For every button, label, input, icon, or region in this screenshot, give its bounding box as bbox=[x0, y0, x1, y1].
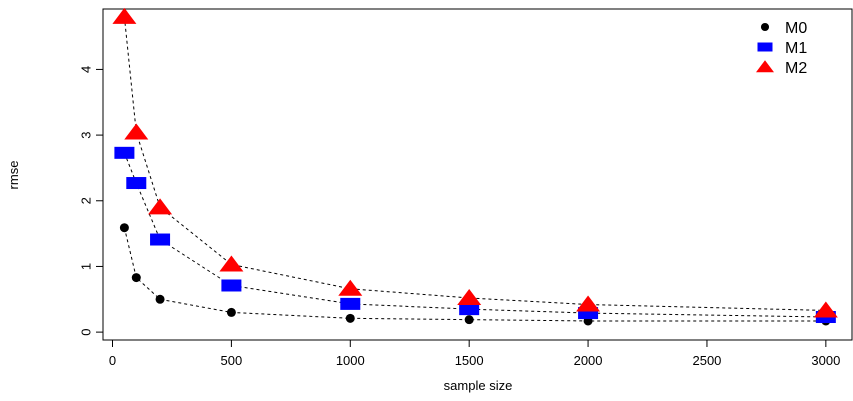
legend-marker-M0 bbox=[760, 22, 770, 32]
x-axis-label: sample size bbox=[444, 378, 513, 393]
data-point-M2 bbox=[124, 123, 149, 140]
data-point-M0 bbox=[464, 315, 474, 325]
y-tick-label: 0 bbox=[79, 329, 94, 336]
legend-marker-M1 bbox=[757, 42, 773, 52]
legend-label-M2: M2 bbox=[785, 60, 807, 77]
data-point-M1 bbox=[459, 303, 480, 316]
x-tick-label: 500 bbox=[221, 353, 243, 368]
series-M0 bbox=[119, 223, 831, 326]
y-tick-label: 2 bbox=[79, 197, 94, 204]
legend-label-M1: M1 bbox=[785, 40, 807, 57]
data-point-M0 bbox=[131, 273, 141, 283]
data-point-M1 bbox=[126, 177, 147, 190]
y-tick-label: 1 bbox=[79, 263, 94, 270]
data-point-M2 bbox=[219, 255, 244, 272]
data-point-M1 bbox=[150, 233, 171, 246]
x-tick-label: 1500 bbox=[455, 353, 484, 368]
data-point-M2 bbox=[457, 288, 482, 305]
data-point-M0 bbox=[155, 294, 165, 304]
data-point-M1 bbox=[340, 297, 361, 310]
y-tick-label: 3 bbox=[79, 131, 94, 138]
y-axis-label: rmse bbox=[6, 161, 21, 190]
x-tick-label: 0 bbox=[109, 353, 116, 368]
data-point-M2 bbox=[338, 279, 363, 296]
axes-frame bbox=[102, 8, 853, 341]
x-tick-label: 2500 bbox=[692, 353, 721, 368]
data-point-M1 bbox=[221, 279, 242, 292]
legend-item-M0: M0 bbox=[760, 20, 807, 37]
y-axis: 0 1 2 3 4 bbox=[79, 66, 104, 336]
data-point-M0 bbox=[345, 313, 355, 323]
legend-marker-M2 bbox=[756, 60, 774, 73]
legend: M0 M1 M2 bbox=[756, 20, 807, 77]
x-tick-label: 2000 bbox=[574, 353, 603, 368]
series-line-M0 bbox=[123, 227, 826, 322]
legend-item-M1: M1 bbox=[757, 40, 807, 57]
series-line-M1 bbox=[123, 152, 826, 318]
data-point-M0 bbox=[226, 307, 236, 317]
y-tick-label: 4 bbox=[79, 66, 94, 73]
data-point-M2 bbox=[576, 295, 601, 312]
data-point-M2 bbox=[112, 7, 137, 24]
legend-item-M2: M2 bbox=[756, 60, 807, 77]
series-layer bbox=[112, 7, 838, 326]
data-point-M1 bbox=[114, 146, 135, 159]
x-tick-label: 1000 bbox=[336, 353, 365, 368]
data-point-M2 bbox=[148, 198, 173, 215]
series-M2 bbox=[112, 7, 838, 318]
series-M1 bbox=[114, 146, 836, 324]
data-point-M0 bbox=[119, 223, 129, 233]
legend-label-M0: M0 bbox=[785, 20, 807, 37]
series-line-M2 bbox=[123, 16, 826, 311]
data-point-M2 bbox=[813, 301, 838, 318]
x-axis: 0 500 1000 1500 2000 2500 3000 bbox=[109, 339, 840, 368]
x-tick-label: 3000 bbox=[811, 353, 840, 368]
plot-box bbox=[102, 8, 853, 341]
